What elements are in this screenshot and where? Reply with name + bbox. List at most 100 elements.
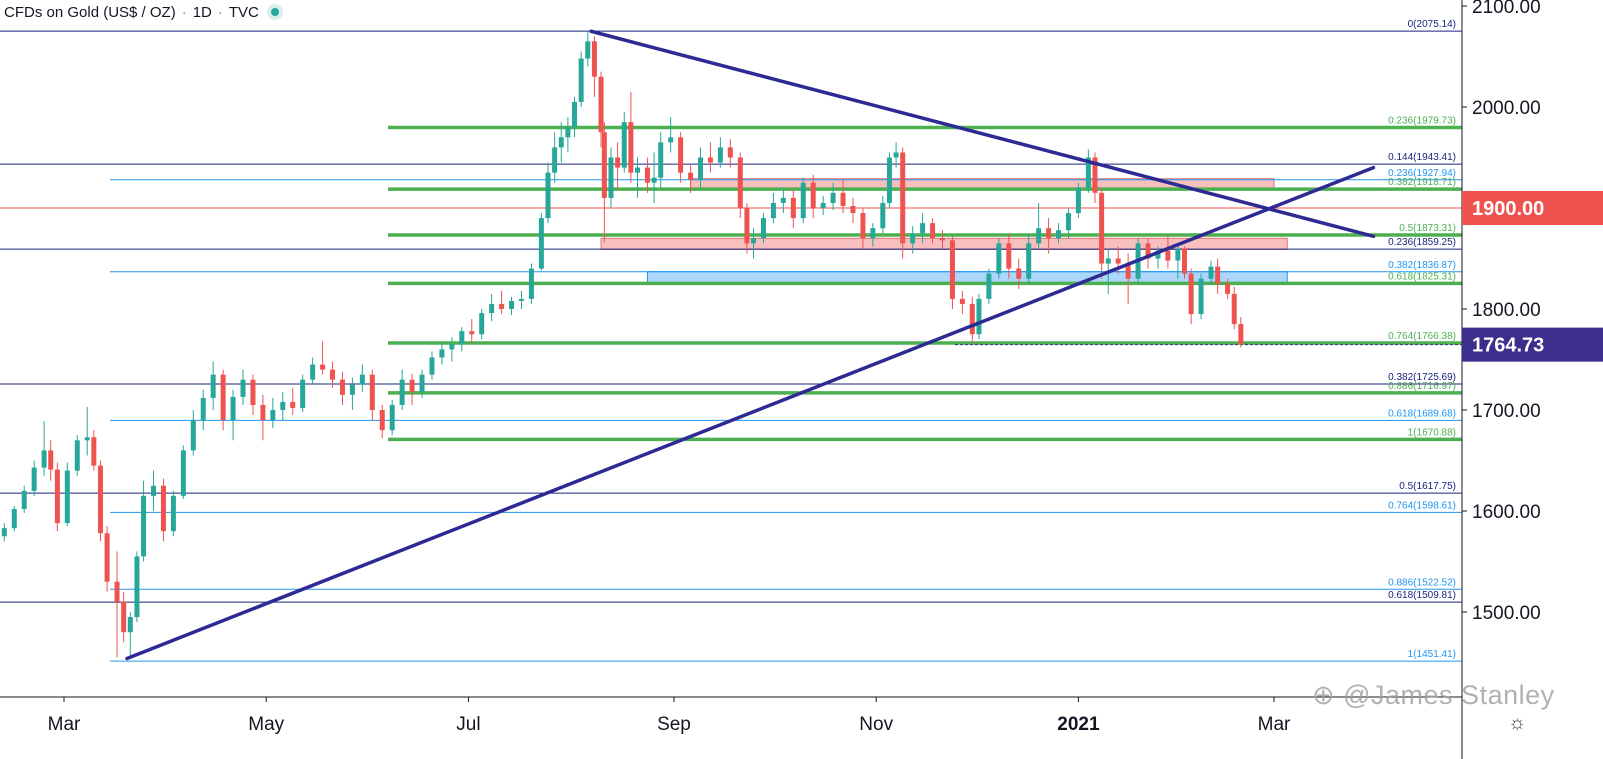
- y-tick-label: 2000.00: [1472, 98, 1541, 119]
- fib-label: 0.764(1598.61): [1388, 500, 1456, 511]
- candle-body: [893, 152, 899, 158]
- chart-header: CFDs on Gold (US$ / OZ) · 1D · TVC: [4, 2, 279, 22]
- candle-body: [449, 344, 455, 350]
- candle-body: [399, 379, 405, 405]
- candle-body: [260, 404, 266, 421]
- gear-icon[interactable]: ☼: [1508, 712, 1527, 734]
- candle-body: [270, 410, 276, 421]
- fib-label: 0.144(1943.41): [1388, 152, 1456, 163]
- candle-body: [220, 374, 226, 421]
- x-tick-label: Jul: [456, 714, 480, 735]
- candle-body: [635, 167, 641, 173]
- candle-body: [615, 157, 621, 168]
- candle-body: [1181, 248, 1187, 274]
- candle-body: [920, 223, 926, 234]
- candle-body: [959, 298, 965, 304]
- candle-body: [64, 470, 70, 524]
- candle-body: [717, 147, 723, 163]
- fib-label: 0.382(1725.69): [1388, 372, 1456, 383]
- candle-body: [538, 218, 544, 269]
- candle-body: [744, 208, 750, 244]
- candle-body: [1165, 250, 1171, 261]
- candle-body: [21, 490, 27, 509]
- candle-body: [114, 581, 120, 602]
- x-tick-label: Mar: [1258, 714, 1291, 735]
- candle-body: [697, 157, 703, 180]
- candle-body: [668, 137, 674, 143]
- candle-body: [1225, 283, 1231, 294]
- fib-label: 0.236(1859.25): [1388, 237, 1456, 248]
- x-tick-label: Sep: [657, 714, 691, 735]
- price-badge-label: 1764.73: [1472, 335, 1544, 357]
- candle-body: [552, 147, 558, 173]
- candle-body: [578, 58, 584, 102]
- candle-body: [1155, 250, 1161, 259]
- candle-body: [810, 182, 816, 208]
- candle-body: [1238, 324, 1244, 345]
- candle-body: [585, 41, 591, 59]
- candle-body: [31, 467, 37, 491]
- candle-body: [528, 268, 534, 299]
- candle-body: [1092, 157, 1098, 193]
- candle-body: [489, 303, 495, 314]
- candle-body: [727, 147, 733, 158]
- source-label: TVC: [228, 3, 259, 21]
- candle-body: [200, 397, 206, 421]
- candle-body: [127, 617, 133, 633]
- candle-body: [1115, 258, 1121, 264]
- candle-body: [1016, 268, 1022, 279]
- candle-body: [339, 379, 345, 395]
- candle-body: [608, 157, 614, 198]
- candle-body: [240, 379, 246, 397]
- candle-body: [54, 469, 60, 524]
- candle-body: [330, 369, 336, 380]
- fib-label: 0.886(1522.52): [1388, 577, 1456, 588]
- candle-body: [11, 508, 17, 529]
- candle-body: [74, 440, 80, 471]
- fib-label: 0(2075.14): [1408, 19, 1456, 30]
- candle-body: [558, 137, 564, 148]
- candle-body: [986, 273, 992, 299]
- candle-body: [545, 172, 551, 219]
- candle-body: [419, 374, 425, 392]
- candle-body: [860, 213, 866, 239]
- candle-body: [688, 172, 694, 180]
- candle-body: [1099, 192, 1105, 264]
- y-tick-label: 1800.00: [1472, 300, 1541, 321]
- descending-trendline: [589, 29, 1376, 239]
- candle-body: [1075, 187, 1081, 214]
- candle-body: [565, 127, 571, 138]
- candle-body: [1188, 273, 1194, 315]
- candle-body: [469, 331, 475, 335]
- candle-body: [290, 401, 296, 408]
- candle-body: [1231, 293, 1237, 325]
- candle-body: [880, 202, 886, 229]
- candle-body: [518, 298, 524, 301]
- candle-body: [840, 192, 846, 206]
- candle-body: [359, 374, 365, 385]
- candle-body: [1056, 230, 1062, 239]
- candle-body: [151, 485, 157, 496]
- candle-body: [389, 404, 395, 431]
- x-tick-label: Mar: [48, 714, 81, 735]
- candle-body: [830, 192, 836, 203]
- candle-body: [1085, 157, 1091, 188]
- price-badge-label: 1900.00: [1472, 198, 1544, 220]
- candle-body: [751, 238, 757, 244]
- candle-body: [160, 485, 166, 532]
- candle-body: [850, 205, 856, 214]
- candle-body: [1175, 248, 1181, 261]
- candle-body: [250, 379, 256, 405]
- interval-label[interactable]: 1D: [192, 3, 212, 21]
- candle-body: [409, 379, 415, 392]
- symbol-title[interactable]: CFDs on Gold (US$ / OZ): [4, 3, 176, 21]
- candle-body: [737, 157, 743, 208]
- fib-label: 0.236(1979.73): [1388, 115, 1456, 126]
- fib-label: 0.5(1617.75): [1399, 481, 1456, 492]
- candle-body: [658, 142, 664, 178]
- candle-body: [591, 41, 597, 77]
- candle-body: [969, 303, 975, 335]
- candle-body: [84, 437, 90, 441]
